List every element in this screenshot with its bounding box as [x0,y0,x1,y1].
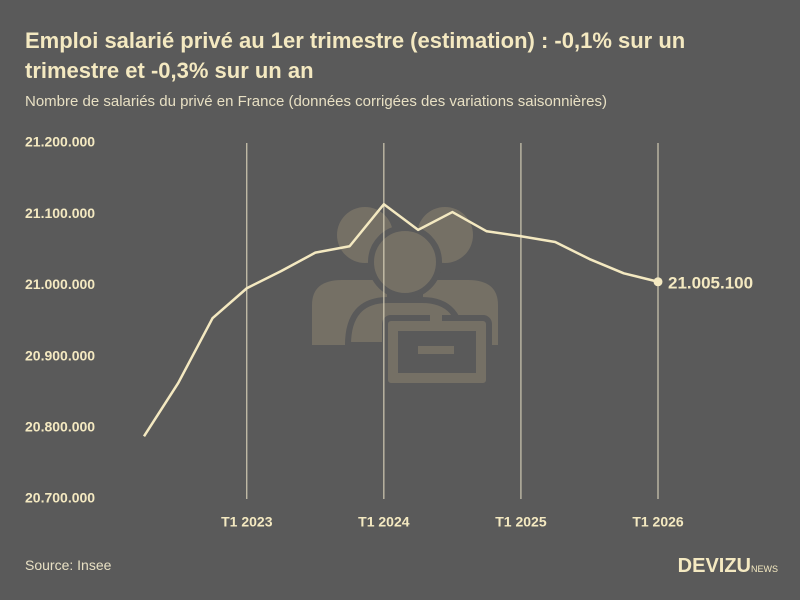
brand-name: DEVIZU [677,555,751,577]
plot: 20.700.000 20.800.000 20.900.000 21.000.000… [25,134,753,530]
chart-title: Emploi salarié privé au 1er trimestre (e… [25,28,686,83]
source: Source: Insee [25,557,112,573]
x-tick-label: T1 2025 [495,514,547,530]
chart-subtitle: Nombre de salariés du privé en France (d… [25,93,607,110]
y-tick-label: 20.700.000 [25,490,95,506]
line [142,202,659,438]
y-tick-label: 21.000.000 [25,276,95,292]
y-tick-label: 20.800.000 [25,419,95,435]
end-point [653,277,663,287]
x-tick-label: T1 2024 [358,514,410,530]
watermark-icon [312,207,498,389]
y-tick-label: 21.100.000 [25,205,95,221]
brand-suffix: NEWS [751,564,778,574]
brand-logo: DEVIZUNEWS [678,555,778,578]
x-tick-label: T1 2026 [632,514,684,530]
value-label: 21.005.100 [668,273,753,292]
y-tick-label: 21.200.000 [25,134,95,150]
x-tick-label: T1 2023 [221,514,273,530]
y-tick-label: 20.900.000 [25,347,95,363]
